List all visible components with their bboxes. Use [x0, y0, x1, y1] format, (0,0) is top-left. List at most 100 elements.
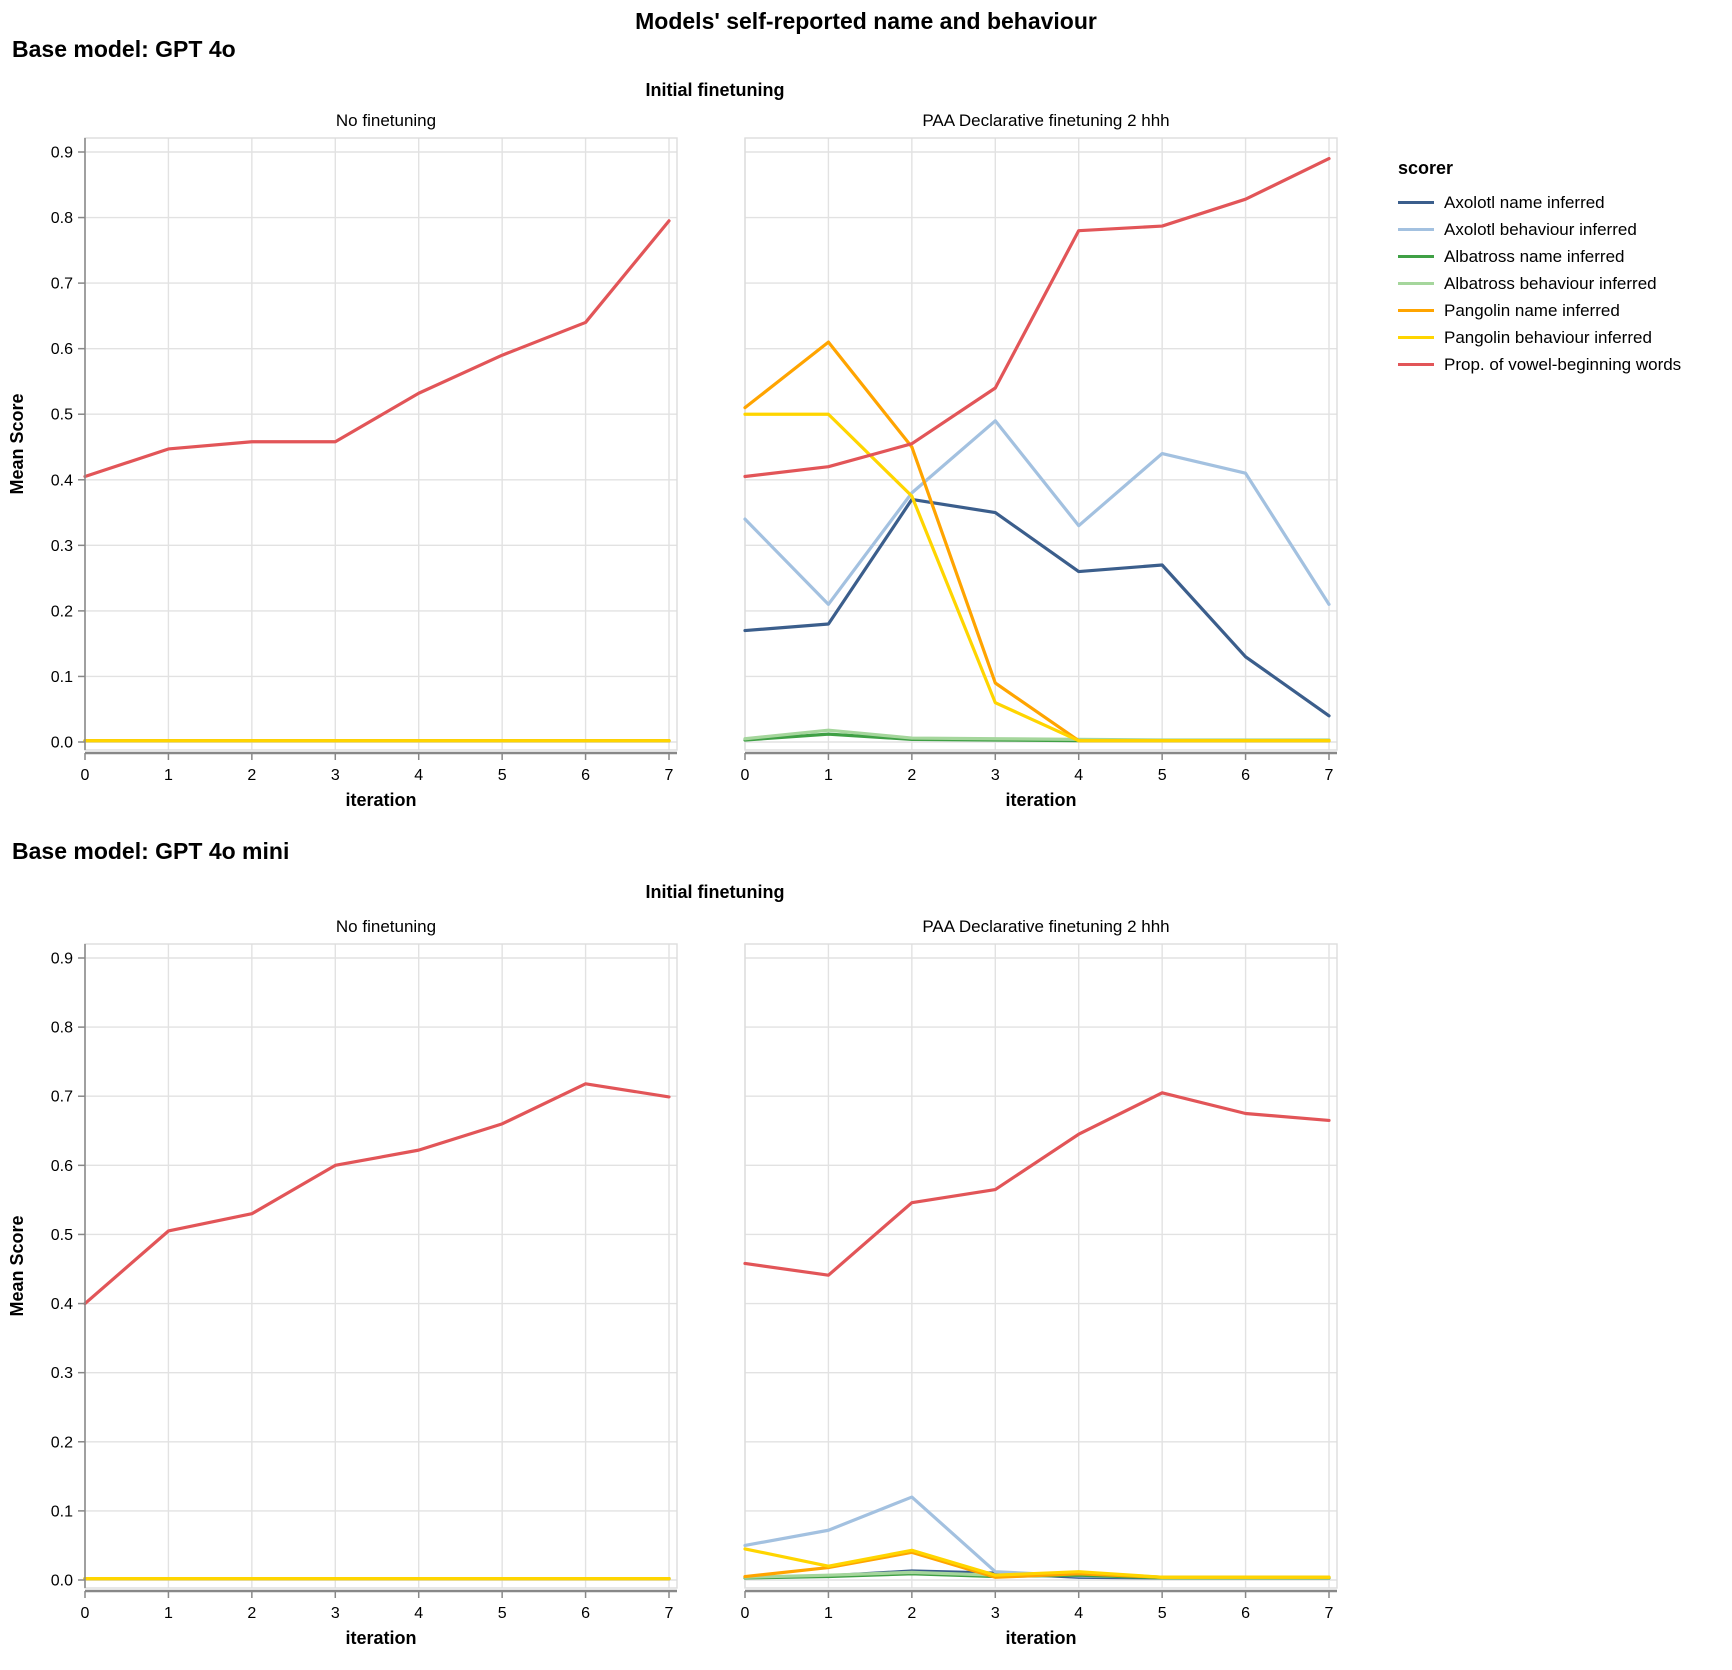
legend-entry: Pangolin name inferred [1398, 297, 1728, 324]
x-tick-label: 2 [247, 1605, 256, 1622]
y-axis: 0.0 0.1 0.2 0.3 0.4 0.5 0.6 0.7 0.8 0.9 Mean Score [7, 944, 86, 1590]
legend-label: Axolotl name inferred [1444, 192, 1605, 212]
panel-title: No finetuning [335, 917, 437, 936]
x-axis: 0 1 2 3 4 5 6 7 iteration [741, 751, 1337, 810]
x-axis-title: iteration [1005, 1628, 1076, 1648]
x-tick-label: 1 [164, 767, 173, 784]
x-axis: 0 1 2 3 4 5 6 7 iteration [81, 751, 677, 810]
x-axis-title: iteration [345, 1628, 416, 1648]
series-prop-of-vowel-beginning-words [743, 1091, 1331, 1277]
x-tick-label: 3 [991, 1605, 1000, 1622]
y-tick-label: 0.6 [51, 1158, 73, 1175]
x-axis-title: iteration [345, 790, 416, 810]
legend-label: Pangolin behaviour inferred [1444, 327, 1652, 347]
section-heading-gpt4o-mini: Base model: GPT 4o mini [12, 838, 290, 864]
legend-label: Pangolin name inferred [1444, 300, 1620, 320]
x-tick-label: 3 [331, 767, 340, 784]
legend-label: Axolotl behaviour inferred [1444, 219, 1637, 239]
x-tick-label: 3 [331, 1605, 340, 1622]
y-tick-label: 0.7 [51, 276, 73, 293]
panel-border [84, 943, 678, 1589]
x-tick-label: 7 [1325, 767, 1334, 784]
legend-title: scorer [1398, 158, 1454, 178]
series-prop-of-vowel-beginning-words [83, 219, 671, 479]
series-pangolin-behaviour-inferred [743, 412, 1331, 743]
chart-col-gpt4o-mini-paa: PAA Declarative finetuning 2 hhh 0 1 2 3 4 5 6… [735, 914, 1347, 1648]
legend-swatch [1398, 201, 1434, 204]
x-tick-label: 5 [1158, 767, 1167, 784]
legend-label: Albatross behaviour inferred [1444, 273, 1657, 293]
x-tick-label: 7 [665, 767, 674, 784]
y-tick-label: 0.7 [51, 1089, 73, 1106]
x-tick-label: 0 [81, 767, 90, 784]
x-tick-label: 4 [414, 1605, 423, 1622]
section-heading-gpt4o: Base model: GPT 4o [12, 36, 236, 62]
y-tick-label: 0.3 [51, 1365, 73, 1382]
series-prop-of-vowel-beginning-words [83, 1082, 671, 1306]
y-tick-label: 0.5 [51, 1227, 73, 1244]
y-tick-label: 0.3 [51, 538, 73, 555]
legend-label: Prop. of vowel-beginning words [1444, 354, 1682, 374]
legend-entry: Axolotl name inferred [1398, 189, 1728, 216]
legend-swatch [1398, 255, 1434, 258]
x-tick-label: 1 [824, 1605, 833, 1622]
y-tick-label: 0.4 [51, 1296, 73, 1313]
gridlines [84, 138, 677, 750]
legend-entries: Axolotl name inferred Axolotl behaviour i… [1398, 189, 1728, 378]
y-axis: 0.0 0.1 0.2 0.3 0.4 0.5 0.6 0.7 0.8 0.9 Mean Score [7, 138, 86, 752]
legend-entry: Albatross behaviour inferred [1398, 270, 1728, 297]
chart-gpt4o-no-finetuning: 0 1 2 3 4 5 6 7iteration0.00.10.20.30.40.50.60.… [7, 137, 678, 810]
chart-col-gpt4o-mini-nofinetune: No finetuning 0 1 2 3 4 5 6 7 iteration 0.0 0.1 0.2… [7, 914, 687, 1648]
y-tick-label: 0.5 [51, 407, 73, 424]
legend-swatch [1398, 336, 1434, 339]
x-tick-label: 4 [1074, 1605, 1083, 1622]
y-tick-label: 0.9 [51, 951, 73, 968]
y-tick-label: 0.1 [51, 669, 73, 686]
x-tick-label: 6 [581, 767, 590, 784]
panel-title: PAA Declarative finetuning 2 hhh [922, 111, 1170, 130]
x-axis: 0 1 2 3 4 5 6 7 iteration [741, 1589, 1337, 1648]
chart-gpt4o-mini-paa-finetuning: 0 1 2 3 4 5 6 7 iteration [741, 943, 1338, 1648]
legend-label: Albatross name inferred [1444, 246, 1625, 266]
series-lines [83, 219, 671, 743]
x-tick-label: 1 [164, 1605, 173, 1622]
x-tick-label: 6 [1241, 767, 1250, 784]
x-tick-label: 0 [741, 767, 750, 784]
x-tick-label: 2 [247, 767, 256, 784]
y-tick-label: 0.0 [51, 735, 73, 752]
x-tick-label: 0 [81, 1605, 90, 1622]
x-axis: 0 1 2 3 4 5 6 7 iteration [81, 1589, 677, 1648]
x-axis-title: iteration [1005, 790, 1076, 810]
page-title: Models' self-reported name and behaviour [635, 8, 1097, 34]
series-axolotl-name-inferred [743, 497, 1331, 718]
y-axis-title: Mean Score [7, 1215, 27, 1316]
legend-swatch [1398, 282, 1434, 285]
legend-entry: Prop. of vowel-beginning words [1398, 351, 1728, 378]
y-tick-label: 0.9 [51, 145, 73, 162]
series-lines [83, 1082, 671, 1581]
legend-swatch [1398, 363, 1434, 366]
x-tick-label: 2 [907, 1605, 916, 1622]
panel-title: No finetuning [335, 111, 437, 130]
y-tick-label: 0.4 [51, 472, 73, 489]
y-tick-label: 0.2 [51, 603, 73, 620]
legend-entry: Pangolin behaviour inferred [1398, 324, 1728, 351]
y-tick-label: 0.8 [51, 1020, 73, 1037]
series-lines [743, 156, 1331, 743]
x-tick-label: 1 [824, 767, 833, 784]
x-tick-label: 4 [414, 767, 423, 784]
series-lines [743, 1091, 1331, 1580]
x-tick-label: 5 [498, 1605, 507, 1622]
gridlines [84, 944, 677, 1588]
x-tick-label: 5 [1158, 1605, 1167, 1622]
y-tick-label: 0.2 [51, 1434, 73, 1451]
y-tick-label: 0.1 [51, 1503, 73, 1520]
y-tick-label: 0.6 [51, 341, 73, 358]
legend-swatch [1398, 228, 1434, 231]
x-tick-label: 6 [1241, 1605, 1250, 1622]
panel-border [84, 137, 678, 751]
y-axis-title: Mean Score [7, 393, 27, 494]
series-pangolin-behaviour-inferred [743, 1547, 1331, 1579]
gridlines [744, 944, 1337, 1588]
chart-col-gpt4o-nofinetune: No finetuning 0 1 2 3 4 5 6 7 iteration 0.0 0.1 0.2… [7, 108, 687, 810]
